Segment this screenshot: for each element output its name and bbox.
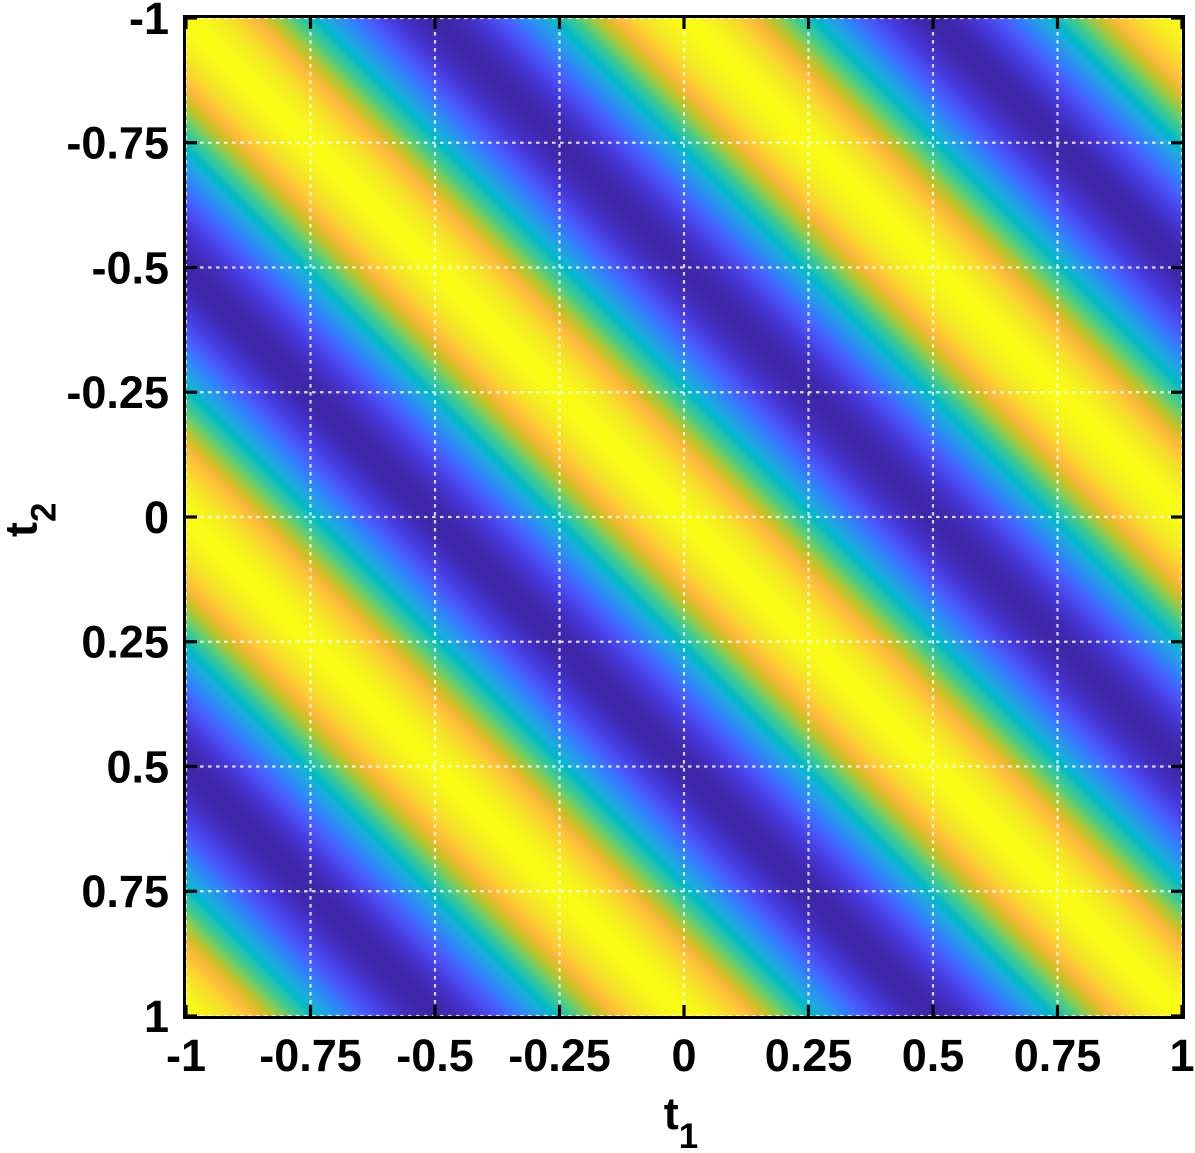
- y-tick-label: 1: [144, 991, 169, 1042]
- x-tick-labels: -1 -0.75 -0.5 -0.25 0 0.25 0.5 0.75 1: [166, 1030, 1195, 1081]
- y-tick-label: -0.5: [91, 242, 169, 293]
- y-tick-label: 0.25: [81, 617, 169, 668]
- x-tick-label: -0.5: [396, 1030, 474, 1081]
- y-tick-label: 0: [144, 492, 169, 543]
- x-tick-label: 0.25: [765, 1030, 853, 1081]
- axes-box: [183, 15, 1185, 1019]
- x-tick-label: 0: [671, 1030, 696, 1081]
- y-tick-label: -0.25: [66, 367, 169, 418]
- x-axis-label: t1: [664, 1088, 698, 1153]
- y-tick-labels: -1 -0.75 -0.5 -0.25 0 0.25 0.5 0.75 1: [66, 0, 169, 1042]
- y-axis-label-base: t: [0, 522, 47, 537]
- x-tick-label: -0.25: [508, 1030, 611, 1081]
- x-axis-label-base: t: [664, 1088, 679, 1139]
- x-tick-label: -0.75: [259, 1030, 362, 1081]
- x-tick-label: 0.75: [1014, 1030, 1102, 1081]
- y-axis-label-subscript: 2: [25, 503, 64, 522]
- x-tick-label: -1: [166, 1030, 206, 1081]
- x-tick-label: 0.5: [902, 1030, 965, 1081]
- x-axis-label-subscript: 1: [679, 1117, 698, 1153]
- x-tick-label: 1: [1169, 1030, 1194, 1081]
- y-tick-label: -1: [129, 0, 169, 44]
- y-tick-label: 0.5: [106, 741, 169, 792]
- y-axis-label: t2: [0, 503, 64, 537]
- y-tick-label: 0.75: [81, 866, 169, 917]
- y-tick-label: -0.75: [66, 118, 169, 169]
